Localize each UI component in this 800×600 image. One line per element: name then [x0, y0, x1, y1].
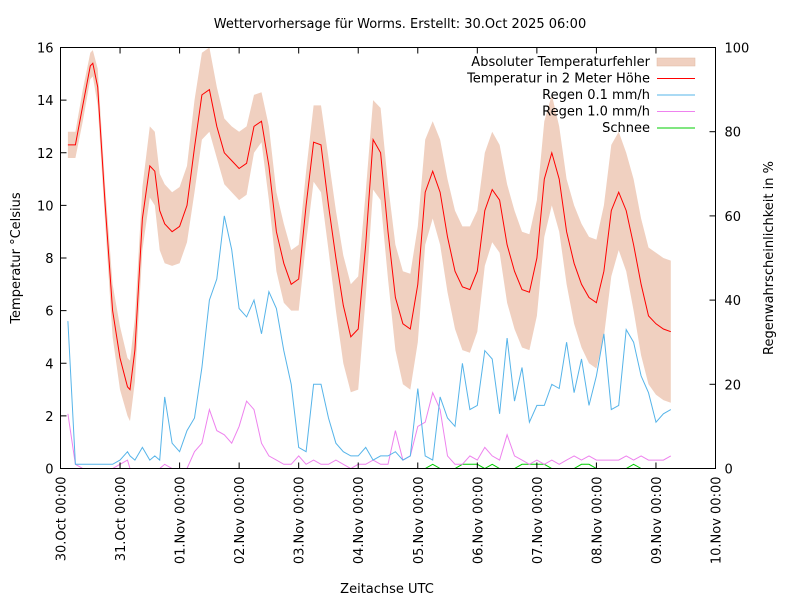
x-tick-label: 31.Oct 00:00 — [114, 477, 129, 562]
x-tick-label: 10.Nov 00:00 — [710, 477, 725, 565]
x-tick-label: 03.Nov 00:00 — [293, 477, 308, 565]
y-axis-right: 0 20 40 60 80 100 — [709, 42, 750, 478]
y-axis-left: 0 2 4 6 8 10 12 14 16 — [37, 42, 67, 478]
legend-item-rain-0-1: Regen 0.1 mm/h — [542, 88, 695, 103]
snow-line — [67, 463, 671, 470]
legend-item-snow: Schnee — [602, 121, 695, 136]
y2-tick-label: 40 — [725, 294, 742, 309]
y-tick-label: 6 — [45, 305, 53, 320]
rain-1-0-line — [67, 391, 672, 470]
legend-label: Absoluter Temperaturfehler — [471, 55, 650, 70]
x-tick-label: 07.Nov 00:00 — [531, 477, 546, 565]
rain-0-1-line — [67, 215, 672, 465]
y2-tick-label: 60 — [725, 210, 742, 225]
y2-tick-label: 0 — [725, 463, 733, 478]
legend-label: Temperatur in 2 Meter Höhe — [466, 72, 650, 87]
y2-tick-label: 80 — [725, 126, 742, 141]
legend-item-temperature: Temperatur in 2 Meter Höhe — [466, 72, 695, 87]
legend-label: Regen 1.0 mm/h — [542, 105, 650, 120]
y-tick-label: 0 — [45, 463, 53, 478]
temperature-error-band-layer — [67, 47, 671, 422]
x-tick-label: 30.Oct 00:00 — [55, 477, 70, 562]
y-tick-label: 4 — [45, 357, 53, 372]
x-tick-label: 05.Nov 00:00 — [412, 477, 427, 565]
y2-axis-label: Regenwahrscheinlichkeit in % — [762, 161, 777, 355]
y-axis-label: Temperatur °Celsius — [9, 192, 24, 325]
chart-title: Wettervorhersage für Worms. Erstellt: 30… — [214, 17, 586, 32]
x-tick-label: 09.Nov 00:00 — [650, 477, 665, 565]
temperature-line — [67, 62, 671, 391]
y2-tick-label: 100 — [725, 42, 750, 57]
x-axis-label: Zeitachse UTC — [340, 582, 434, 597]
legend-item-temperature-error: Absoluter Temperaturfehler — [471, 55, 696, 70]
x-tick-label: 02.Nov 00:00 — [233, 477, 248, 565]
y-tick-label: 14 — [37, 94, 54, 109]
legend-label: Regen 0.1 mm/h — [542, 88, 650, 103]
legend: Absoluter Temperaturfehler Temperatur in … — [466, 55, 696, 136]
y-tick-label: 10 — [37, 199, 54, 214]
legend-swatch — [656, 57, 696, 67]
x-tick-label: 04.Nov 00:00 — [352, 477, 367, 565]
legend-item-rain-1-0: Regen 1.0 mm/h — [542, 105, 695, 120]
legend-label: Schnee — [602, 121, 650, 136]
y-tick-label: 8 — [45, 252, 53, 267]
y-tick-label: 12 — [37, 147, 54, 162]
y2-tick-label: 20 — [725, 378, 742, 393]
temperature-error-band — [67, 47, 671, 422]
x-tick-label: 01.Nov 00:00 — [174, 477, 189, 565]
x-axis: 30.Oct 00:00 31.Oct 00:00 01.Nov 00:00 02.N… — [55, 47, 725, 565]
x-tick-label: 08.Nov 00:00 — [590, 477, 605, 565]
x-tick-label: 06.Nov 00:00 — [471, 477, 486, 565]
y-tick-label: 2 — [45, 410, 53, 425]
y-tick-label: 16 — [37, 42, 54, 57]
